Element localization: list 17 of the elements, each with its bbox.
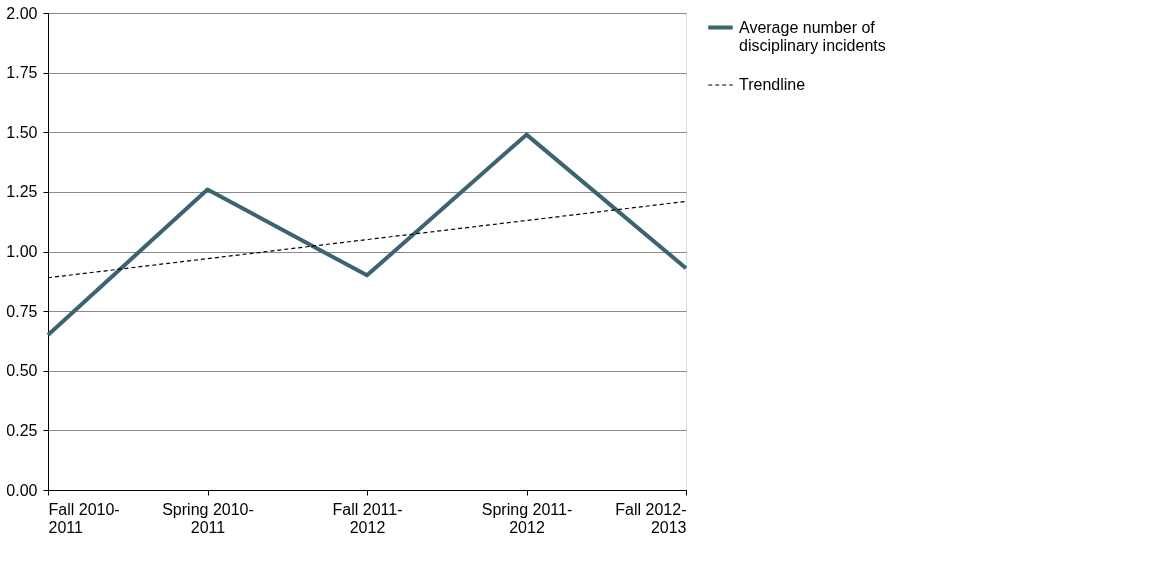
y-tick-label: 1.50 <box>6 123 38 141</box>
y-tick-label: 2.00 <box>6 4 38 22</box>
x-tick-label: Spring 2010-2011 <box>162 500 254 536</box>
legend-label: Average number of disciplinary incidents <box>739 18 886 54</box>
y-tick-label: 0.00 <box>6 481 38 499</box>
x-tick-label: Fall 2012-2013 <box>615 500 687 536</box>
y-tick-label: 0.25 <box>6 421 38 439</box>
y-tick-label: 1.00 <box>6 243 38 260</box>
y-tick-label: 0.50 <box>6 362 38 380</box>
y-tick-label: 0.75 <box>6 302 38 320</box>
x-tick-label: Fall 2010-2011 <box>48 500 120 536</box>
y-tick-label: 1.75 <box>6 64 38 82</box>
line-series <box>46 132 688 337</box>
x-tick-label: Spring 2011-2012 <box>481 500 573 536</box>
legend-label: Trendline <box>739 76 806 93</box>
x-tick-label: Fall 2011-2012 <box>332 500 403 536</box>
y-tick-label: 1.25 <box>6 183 38 201</box>
